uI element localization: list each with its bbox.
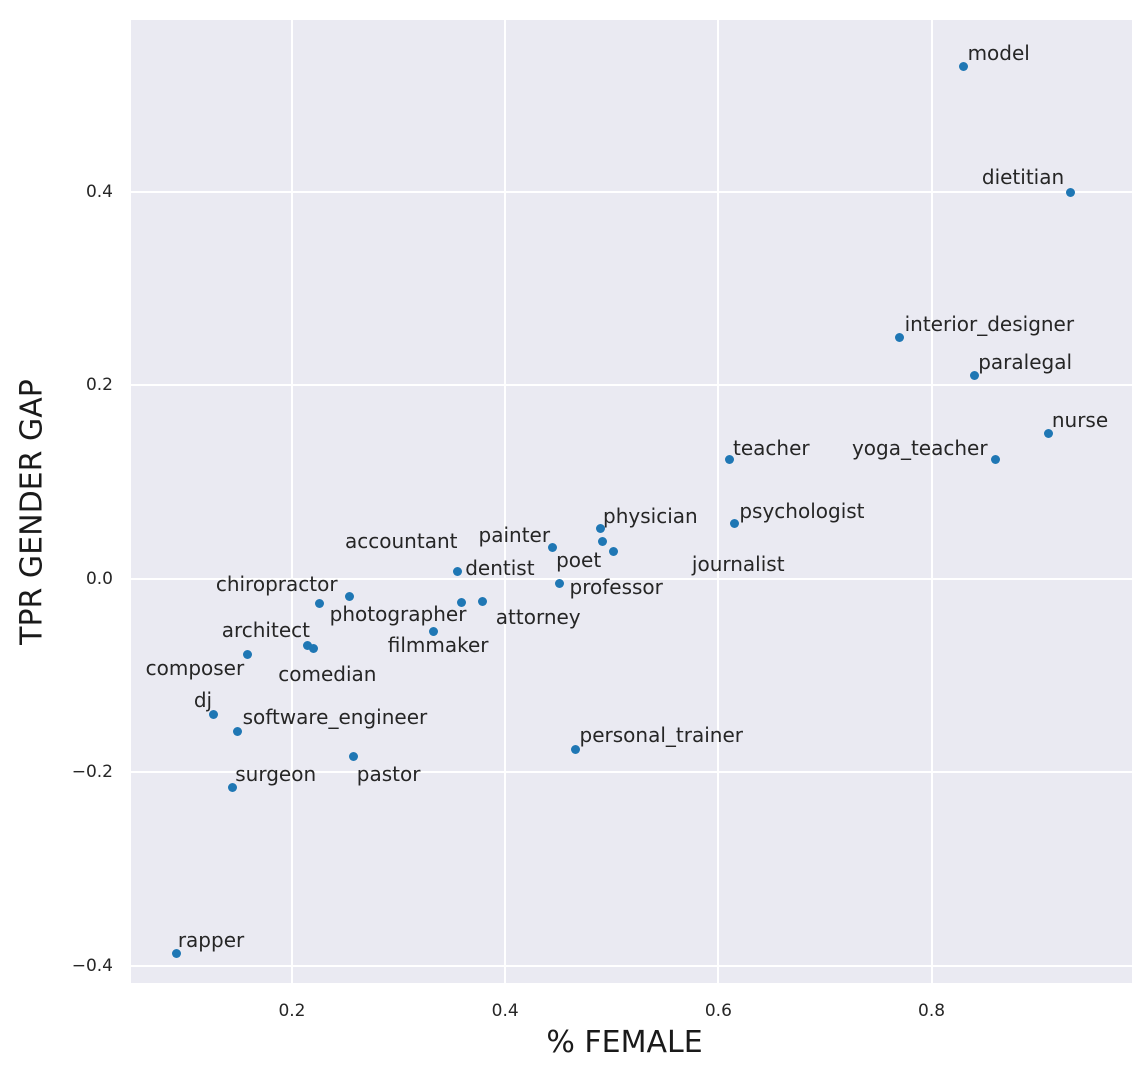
data-point-accountant xyxy=(456,597,466,607)
point-label-psychologist: psychologist xyxy=(739,498,865,523)
point-label-surgeon: surgeon xyxy=(235,761,317,786)
data-point-rapper xyxy=(172,948,182,958)
data-point-chiropractor xyxy=(345,591,355,601)
gridline-horizontal xyxy=(131,964,1132,967)
point-label-dentist: dentist xyxy=(465,556,535,581)
x-tick-0.6: 0.6 xyxy=(704,1001,732,1021)
gridline-horizontal xyxy=(131,771,1132,774)
point-label-software_engineer: software_engineer xyxy=(242,704,428,729)
x-tick-0.8: 0.8 xyxy=(918,1001,946,1021)
data-point-journalist xyxy=(609,547,619,557)
point-label-chiropractor: chiropractor xyxy=(215,572,338,597)
gridline-vertical xyxy=(717,20,720,983)
data-point-software_engineer xyxy=(233,727,243,737)
data-point-physician xyxy=(595,524,605,534)
point-label-professor: professor xyxy=(569,574,663,599)
point-label-dietitian: dietitian xyxy=(981,165,1065,190)
y-tick-0.0: 0.0 xyxy=(85,568,113,589)
point-label-personal_trainer: personal_trainer xyxy=(579,723,743,748)
gridline-horizontal xyxy=(131,384,1132,387)
data-point-teacher xyxy=(724,455,734,465)
point-label-attorney: attorney xyxy=(495,605,581,630)
data-point-professor xyxy=(555,579,565,589)
point-label-physician: physician xyxy=(603,503,698,528)
x-axis-label: % FEMALE xyxy=(546,1025,703,1060)
point-label-interior_designer: interior_designer xyxy=(904,312,1075,337)
point-label-accountant: accountant xyxy=(345,529,458,554)
point-label-model: model xyxy=(967,41,1030,66)
y-tick-−0.2: −0.2 xyxy=(71,762,113,783)
point-label-architect: architect xyxy=(221,617,310,642)
point-label-journalist: journalist xyxy=(691,551,785,576)
point-label-photographer: photographer xyxy=(329,601,467,626)
data-point-architect xyxy=(303,641,313,651)
point-label-yoga_teacher: yoga_teacher xyxy=(851,435,988,460)
plot-area xyxy=(131,20,1132,983)
y-tick-0.2: 0.2 xyxy=(85,375,113,396)
y-axis-label: TPR GENDER GAP xyxy=(14,378,50,645)
point-label-painter: painter xyxy=(478,522,551,547)
data-point-photographer xyxy=(315,599,325,609)
point-label-composer: composer xyxy=(145,656,245,681)
point-label-nurse: nurse xyxy=(1051,407,1109,432)
point-label-poet: poet xyxy=(556,548,602,573)
data-point-personal_trainer xyxy=(571,744,581,754)
point-label-pastor: pastor xyxy=(356,761,421,786)
point-label-rapper: rapper xyxy=(177,928,245,953)
data-point-interior_designer xyxy=(895,332,905,342)
data-point-yoga_teacher xyxy=(991,455,1001,465)
data-point-composer xyxy=(242,649,252,659)
gridline-vertical xyxy=(290,20,293,983)
data-point-attorney xyxy=(478,596,488,606)
gridline-vertical xyxy=(504,20,507,983)
data-point-poet xyxy=(597,536,607,546)
point-label-filmmaker: filmmaker xyxy=(387,633,489,658)
data-point-paralegal xyxy=(969,371,979,381)
point-label-comedian: comedian xyxy=(278,662,377,687)
data-point-surgeon xyxy=(227,783,237,793)
data-point-psychologist xyxy=(729,519,739,529)
data-point-dentist xyxy=(452,566,462,576)
data-point-pastor xyxy=(349,752,359,762)
data-point-comedian xyxy=(308,643,318,653)
gridline-horizontal xyxy=(131,577,1132,580)
data-point-dietitian xyxy=(1065,187,1075,197)
y-tick-−0.4: −0.4 xyxy=(71,955,113,976)
data-point-model xyxy=(959,61,969,71)
x-tick-0.4: 0.4 xyxy=(491,1001,519,1021)
data-point-nurse xyxy=(1044,429,1054,439)
y-tick-0.4: 0.4 xyxy=(85,182,113,203)
gridline-horizontal xyxy=(131,191,1132,194)
data-point-filmmaker xyxy=(429,626,439,636)
point-label-paralegal: paralegal xyxy=(978,349,1073,374)
data-point-dj xyxy=(208,709,218,719)
point-label-teacher: teacher xyxy=(733,435,810,460)
point-label-dj: dj xyxy=(193,688,213,713)
gridline-vertical xyxy=(930,20,933,983)
data-point-painter xyxy=(547,543,557,553)
x-tick-0.2: 0.2 xyxy=(278,1001,306,1021)
